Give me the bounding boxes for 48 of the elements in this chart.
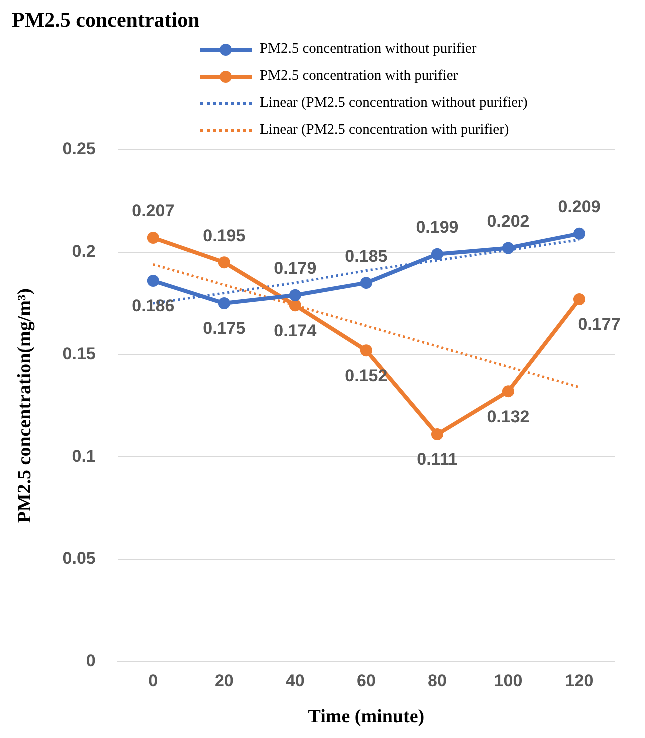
y-tick-label: 0 <box>86 651 96 670</box>
point <box>573 293 586 306</box>
data-label: 0.175 <box>203 319 246 338</box>
x-tick-label: 80 <box>428 672 447 691</box>
data-label: 0.207 <box>132 202 175 221</box>
point <box>502 242 514 254</box>
y-tick-label: 0.05 <box>62 549 96 568</box>
point <box>573 228 586 240</box>
data-label: 0.202 <box>487 212 530 231</box>
point <box>431 248 444 260</box>
point <box>502 386 514 398</box>
point <box>360 277 372 290</box>
data-label: 0.209 <box>558 198 601 217</box>
data-label: 0.174 <box>274 321 318 340</box>
point <box>289 289 302 302</box>
point <box>147 232 160 244</box>
y-axis-title: PM2.5 concentration(mg/m³) <box>14 288 36 524</box>
x-tick-label: 100 <box>494 672 523 691</box>
data-label: 0.111 <box>417 450 458 470</box>
y-tick-label: 0.1 <box>72 446 96 466</box>
x-tick-label: 20 <box>214 672 234 691</box>
data-label: 0.185 <box>345 246 388 266</box>
data-label: 0.195 <box>203 226 246 246</box>
legend-label: PM2.5 concentration with purifier <box>260 68 458 85</box>
point <box>289 300 302 312</box>
data-label: 0.199 <box>416 218 459 238</box>
x-tick-label: 0 <box>148 672 158 691</box>
point <box>218 256 230 269</box>
y-tick-label: 0.15 <box>62 344 96 364</box>
data-label: 0.179 <box>274 259 317 278</box>
legend-label: PM2.5 concentration without purifier <box>260 41 477 58</box>
data-label: 0.177 <box>578 315 621 334</box>
point <box>147 275 160 288</box>
legend-label: Linear (PM2.5 concentration with purifier) <box>260 122 510 139</box>
chart-title: PM2.5 concentration <box>12 8 200 33</box>
y-tick-label: 0.25 <box>62 140 96 159</box>
data-label: 0.152 <box>345 366 388 386</box>
x-tick-label: 60 <box>356 672 376 691</box>
legend-label: Linear (PM2.5 concentration without purifier) <box>260 95 528 112</box>
point <box>431 428 444 441</box>
x-tick-label: 40 <box>286 672 305 691</box>
x-tick-label: 120 <box>565 672 594 691</box>
y-tick-label: 0.2 <box>72 242 96 262</box>
point <box>360 344 372 357</box>
point <box>218 298 230 310</box>
data-label: 0.186 <box>132 296 175 316</box>
data-label: 0.132 <box>487 407 530 426</box>
x-axis-title: Time (minute) <box>308 706 425 728</box>
